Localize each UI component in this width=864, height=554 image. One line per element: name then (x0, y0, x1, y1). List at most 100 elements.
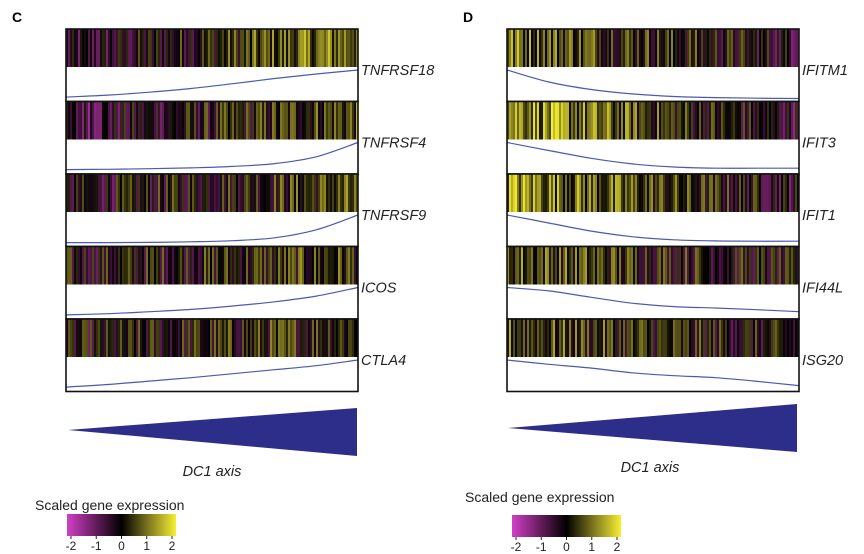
heatmap-cell (543, 174, 546, 212)
heatmap-cell (106, 319, 109, 357)
heatmap-cell (246, 246, 249, 285)
heatmap-cell (332, 101, 335, 140)
gene-label: TNFRSF4 (361, 136, 426, 152)
heatmap-cell (102, 319, 105, 357)
heatmap-cell (693, 319, 696, 357)
heatmap-cell (336, 101, 339, 140)
heatmap-cell (777, 174, 780, 212)
heatmap-cell (727, 246, 730, 285)
heatmap-cell (709, 174, 712, 212)
heatmap-cell (765, 319, 768, 357)
heatmap-cell (697, 319, 700, 357)
heatmap-cell (677, 174, 680, 212)
heatmap-cell (629, 246, 632, 285)
heatmap-cell (587, 29, 590, 67)
heatmap-cell (607, 174, 610, 212)
heatmap-cell (599, 246, 602, 285)
heatmap-cell (525, 174, 528, 212)
heatmap-cell (194, 319, 197, 357)
heatmap-cell (158, 319, 161, 357)
gene-label: IFITM1 (802, 63, 848, 79)
heatmap-cell (641, 29, 644, 67)
heatmap-cell (236, 101, 239, 140)
heatmap-cell (661, 101, 664, 140)
heatmap-cell (781, 101, 784, 140)
panel-letter: D (463, 9, 473, 25)
heatmap-cell (535, 29, 538, 67)
heatmap-cell (230, 101, 233, 140)
heatmap-cell (212, 246, 215, 285)
heatmap-cell (507, 246, 510, 285)
heatmap-cell (593, 29, 596, 67)
heatmap-cell (218, 319, 221, 357)
heatmap-cell (791, 101, 794, 140)
heatmap-cell (595, 174, 598, 212)
heatmap-cell (543, 319, 546, 357)
heatmap-cell (240, 29, 243, 67)
heatmap-cell (164, 174, 167, 212)
heatmap-cell (128, 29, 131, 67)
heatmap-cell (312, 246, 315, 285)
heatmap-cell (330, 246, 333, 285)
heatmap-cell (795, 101, 798, 140)
heatmap-cell (629, 101, 632, 140)
heatmap-cell (130, 319, 133, 357)
heatmap-cell (220, 174, 223, 212)
heatmap-cell (693, 101, 696, 140)
heatmap-cell (561, 246, 564, 285)
heatmap-cell (683, 246, 686, 285)
heatmap-cell (651, 174, 654, 212)
heatmap-cell (196, 29, 199, 67)
heatmap-cell (274, 319, 277, 357)
heatmap-cell (208, 319, 211, 357)
heatmap-cell (629, 174, 632, 212)
heatmap-cell (603, 29, 606, 67)
heatmap-cell (783, 29, 786, 67)
heatmap-cell (773, 29, 776, 67)
heatmap-cell (551, 101, 554, 140)
heatmap-cell (170, 174, 173, 212)
heatmap-cell (639, 174, 642, 212)
heatmap-cell (561, 174, 564, 212)
heatmap-cell (248, 29, 251, 67)
heatmap-cell (274, 29, 277, 67)
heatmap-cell (184, 319, 187, 357)
heatmap-cell (561, 29, 564, 67)
heatmap-cell (675, 174, 678, 212)
heatmap-cell (260, 246, 263, 285)
heatmap-cell (585, 29, 588, 67)
heatmap-cell (589, 29, 592, 67)
heatmap-cell (224, 101, 227, 140)
heatmap-cell (212, 174, 215, 212)
colorbar-tick-label: 0 (118, 539, 125, 553)
heatmap-cell (619, 246, 622, 285)
heatmap-cell (158, 174, 161, 212)
heatmap-cell (262, 29, 265, 67)
heatmap-cell (334, 319, 337, 357)
heatmap-cell (711, 319, 714, 357)
heatmap-cell (334, 29, 337, 67)
heatmap-cell (292, 101, 295, 140)
heatmap-cell (699, 319, 702, 357)
heatmap-cell (791, 246, 794, 285)
heatmap-cell (613, 101, 616, 140)
heatmap-cell (603, 174, 606, 212)
heatmap-cell (743, 174, 746, 212)
heatmap-cell (515, 319, 518, 357)
heatmap-cell (523, 29, 526, 67)
heatmap-cell (733, 174, 736, 212)
heatmap-cell (693, 29, 696, 67)
heatmap-cell (741, 319, 744, 357)
heatmap-cell (218, 174, 221, 212)
heatmap-cell (150, 101, 153, 140)
heatmap-cell (156, 174, 159, 212)
heatmap-cell (250, 319, 253, 357)
heatmap-cell (739, 174, 742, 212)
heatmap-cell (769, 319, 772, 357)
heatmap-cell (354, 174, 357, 212)
heatmap-cell (348, 319, 351, 357)
heatmap-cell (517, 174, 520, 212)
heatmap-cell (270, 29, 273, 67)
heatmap-cell (346, 29, 349, 67)
